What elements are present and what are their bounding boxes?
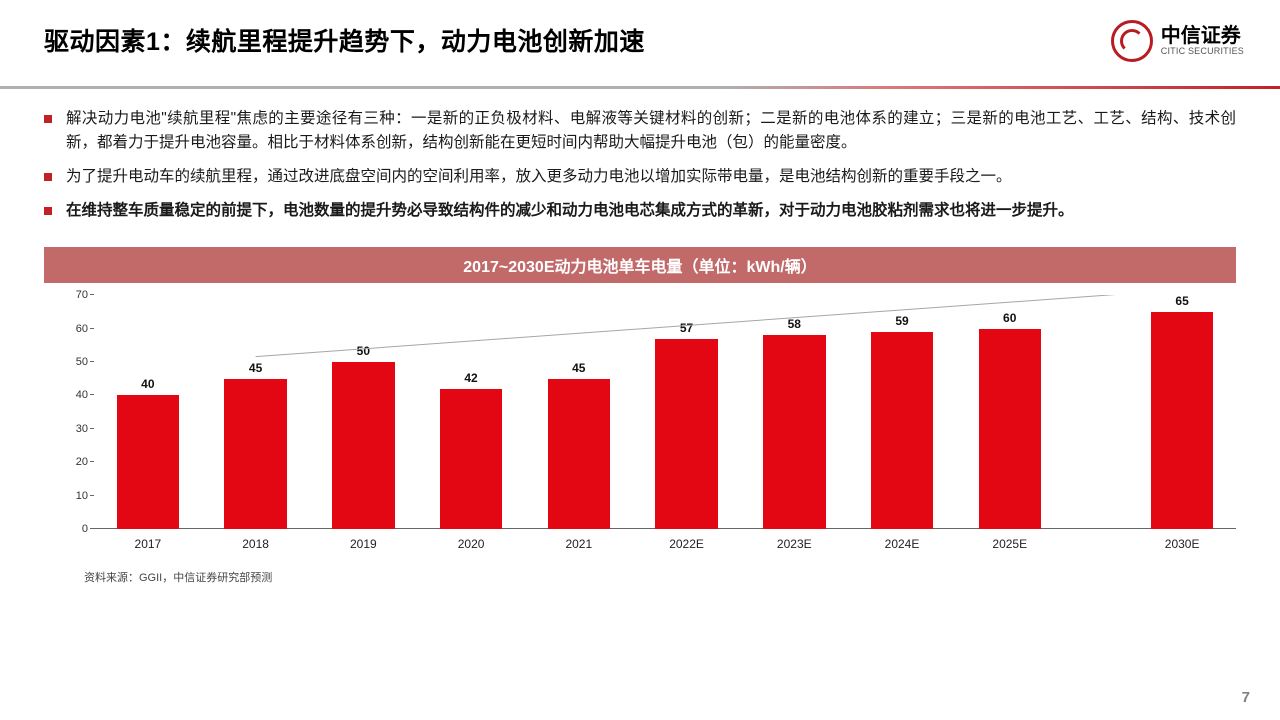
chart-bar: 58 [763,335,825,529]
chart-bar: 42 [440,389,502,529]
x-tick-label: 2022E [633,529,741,559]
bar-value-label: 50 [357,344,370,358]
x-tick-label: 2024E [848,529,956,559]
y-tick-label: 30 [76,423,88,435]
y-tick-label: 0 [82,523,88,535]
logo-text-en: CITIC SECURITIES [1161,46,1244,56]
x-tick-label: 2018 [202,529,310,559]
bar-value-label: 42 [464,371,477,385]
logo-mark-icon [1111,20,1153,62]
x-tick-label: 2019 [309,529,417,559]
x-tick-label: 2025E [956,529,1064,559]
y-tick-label: 70 [76,289,88,301]
bar-value-label: 45 [249,361,262,375]
chart-bar: 50 [332,362,394,529]
bar-value-label: 59 [895,314,908,328]
chart-y-axis: 010203040506070 [44,295,94,529]
chart-bar: 60 [979,329,1041,530]
x-tick-label: 2030E [1128,529,1236,559]
bullet-item: 为了提升电动车的续航里程，通过改进底盘空间内的空间利用率，放入更多动力电池以增加… [44,165,1236,189]
y-tick-label: 40 [76,389,88,401]
bar-value-label: 65 [1175,294,1188,308]
chart-bar: 59 [871,332,933,529]
y-tick-label: 50 [76,356,88,368]
bar-value-label: 58 [788,317,801,331]
chart-x-axis: 201720182019202020212022E2023E2024E2025E… [94,529,1236,559]
chart-bar: 40 [117,395,179,529]
chart-title: 2017~2030E动力电池单车电量（单位：kWh/辆） [44,247,1236,283]
bullet-list: 解决动力电池"续航里程"焦虑的主要途径有三种：一是新的正负极材料、电解液等关键材… [44,107,1236,223]
bullet-item: 解决动力电池"续航里程"焦虑的主要途径有三种：一是新的正负极材料、电解液等关键材… [44,107,1236,155]
bar-value-label: 57 [680,321,693,335]
y-tick-label: 60 [76,323,88,335]
bar-value-label: 45 [572,361,585,375]
chart-bar: 65 [1151,312,1213,529]
y-tick-label: 20 [76,456,88,468]
chart-bar: 45 [548,379,610,529]
bar-value-label: 40 [141,377,154,391]
x-tick-label: 2020 [417,529,525,559]
page-number: 7 [1242,689,1250,706]
chart-bar: 45 [224,379,286,529]
x-tick-label: 2023E [740,529,848,559]
page-title: 驱动因素1：续航里程提升趋势下，动力电池创新加速 [44,22,1240,58]
logo: 中信证券 CITIC SECURITIES [1111,20,1244,62]
x-tick-label: 2021 [525,529,633,559]
logo-text-cn: 中信证券 [1161,26,1244,46]
y-tick-label: 10 [76,490,88,502]
chart-bar: 57 [655,339,717,530]
x-tick-label: 2017 [94,529,202,559]
bar-value-label: 60 [1003,311,1016,325]
chart-source: 资料来源：GGII，中信证券研究部预测 [44,569,1236,585]
bullet-item: 在维持整车质量稳定的前提下，电池数量的提升势必导致结构件的减少和动力电池电芯集成… [44,199,1236,223]
chart: 2017~2030E动力电池单车电量（单位：kWh/辆） 0 10 20 30 40 50… [44,247,1236,559]
chart-plot: 40455042455758596065 [94,295,1236,529]
